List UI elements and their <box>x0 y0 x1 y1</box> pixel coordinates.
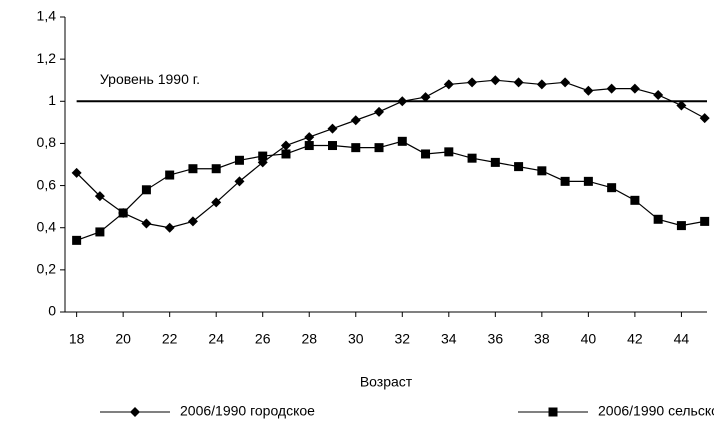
y-tick-label: 0,4 <box>37 218 57 234</box>
data-point <box>187 216 198 227</box>
data-point <box>95 227 105 237</box>
x-tick-label: 22 <box>162 331 178 347</box>
x-tick-label: 42 <box>627 331 643 347</box>
data-point <box>280 140 291 151</box>
data-point <box>560 176 570 186</box>
data-point <box>607 183 617 193</box>
data-point <box>653 89 664 100</box>
data-point <box>443 79 454 90</box>
data-point <box>141 185 151 195</box>
data-point <box>700 216 710 226</box>
data-point <box>351 143 361 153</box>
data-point <box>234 155 244 165</box>
legend-marker <box>130 407 140 417</box>
series-line <box>76 140 705 241</box>
data-point <box>536 79 547 90</box>
y-tick-label: 1 <box>48 92 56 108</box>
data-point <box>490 157 500 167</box>
x-tick-label: 20 <box>115 331 131 347</box>
data-point <box>188 164 198 174</box>
data-point <box>71 167 82 178</box>
legend-label: 2006/1990 городское <box>180 403 315 419</box>
data-point <box>350 115 361 126</box>
data-point <box>513 77 524 88</box>
series-line <box>76 79 705 229</box>
data-point <box>374 106 385 117</box>
data-point <box>537 166 547 176</box>
data-point <box>444 147 454 157</box>
y-tick-label: 0,8 <box>37 134 57 150</box>
data-point <box>676 221 686 231</box>
x-tick-label: 24 <box>208 331 224 347</box>
data-point <box>141 218 152 229</box>
legend-label: 2006/1990 сельское <box>598 403 714 419</box>
y-tick-label: 1,2 <box>37 50 57 66</box>
y-tick-label: 0,6 <box>37 176 57 192</box>
data-point <box>304 141 314 151</box>
data-point <box>327 123 338 134</box>
data-point <box>629 83 640 94</box>
data-point <box>281 149 291 159</box>
data-point <box>653 214 663 224</box>
data-point <box>630 195 640 205</box>
x-tick-label: 30 <box>348 331 364 347</box>
data-point <box>583 85 594 96</box>
x-tick-label: 26 <box>255 331 271 347</box>
data-point <box>164 222 175 233</box>
x-tick-label: 36 <box>488 331 504 347</box>
data-point <box>467 77 478 88</box>
x-tick-label: 32 <box>394 331 410 347</box>
data-point <box>420 92 431 103</box>
x-tick-label: 44 <box>674 331 690 347</box>
x-tick-label: 18 <box>69 331 85 347</box>
data-point <box>94 191 105 202</box>
data-point <box>514 162 524 172</box>
data-point <box>258 151 268 161</box>
data-point <box>606 83 617 94</box>
y-tick-label: 0 <box>48 303 56 319</box>
data-point <box>467 153 477 163</box>
data-point <box>490 75 501 86</box>
x-axis-label: Возраст <box>360 374 413 390</box>
data-point <box>374 143 384 153</box>
x-tick-label: 38 <box>534 331 550 347</box>
data-point <box>699 113 710 124</box>
data-point <box>676 100 687 111</box>
x-tick-label: 28 <box>301 331 317 347</box>
data-point <box>234 176 245 187</box>
data-point <box>211 164 221 174</box>
data-point <box>421 149 431 159</box>
data-point <box>583 176 593 186</box>
y-tick-label: 0,2 <box>37 261 57 277</box>
reference-label: Уровень 1990 г. <box>100 71 200 87</box>
x-tick-label: 34 <box>441 331 457 347</box>
data-point <box>560 77 571 88</box>
data-point <box>72 235 82 245</box>
data-point <box>118 208 128 218</box>
data-point <box>328 141 337 151</box>
y-tick-label: 1,4 <box>37 8 57 24</box>
data-point <box>211 197 222 208</box>
data-point <box>397 96 408 107</box>
data-point <box>304 132 315 143</box>
x-tick-label: 40 <box>581 331 597 347</box>
legend-marker <box>548 407 558 417</box>
data-point <box>397 136 407 146</box>
data-point <box>165 170 175 180</box>
